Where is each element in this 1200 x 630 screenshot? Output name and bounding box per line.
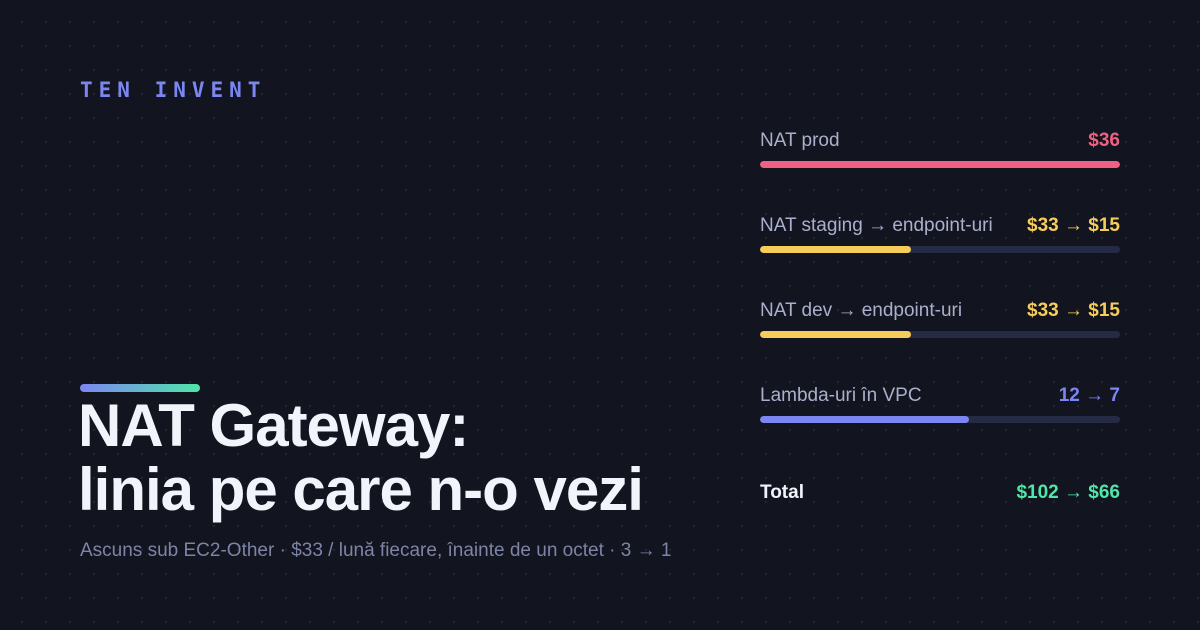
- cost-row-nat-staging: NAT staging → endpoint-uri $33 → $15: [760, 215, 1120, 253]
- cost-row-label: Lambda-uri în VPC: [760, 385, 922, 406]
- cost-row-value: $36: [1088, 130, 1120, 151]
- cost-row-track: [760, 331, 1120, 338]
- cost-row-track: [760, 416, 1120, 423]
- total-value: $102 → $66: [1016, 482, 1120, 503]
- cost-row-label: NAT prod: [760, 130, 840, 151]
- cost-row-value: 12 → 7: [1058, 385, 1120, 406]
- cost-row-fill: [760, 416, 969, 423]
- headline: NAT Gateway: linia pe care n-o vezi: [78, 394, 718, 522]
- cost-row-fill: [760, 246, 912, 253]
- brand-logo-text: TEN INVENT: [80, 78, 267, 102]
- cost-row-value: $33 → $15: [1027, 300, 1120, 321]
- cost-row-label: NAT dev → endpoint-uri: [760, 300, 963, 321]
- cost-row-fill: [760, 331, 912, 338]
- total-row: Total $102 → $66: [760, 482, 1120, 504]
- cost-row-value: $33 → $15: [1027, 215, 1120, 236]
- cost-row-lambda-vpc: Lambda-uri în VPC 12 → 7: [760, 385, 1120, 423]
- cost-row-fill: [760, 161, 1120, 168]
- headline-line-2: linia pe care n-o vezi: [78, 456, 644, 523]
- cost-row-nat-dev: NAT dev → endpoint-uri $33 → $15: [760, 300, 1120, 338]
- cost-row-track: [760, 161, 1120, 168]
- subtitle: Ascuns sub EC2-Other · $33 / lună fiecar…: [80, 540, 672, 561]
- cost-row-track: [760, 246, 1120, 253]
- cost-row-nat-prod: NAT prod $36: [760, 130, 1120, 168]
- cost-row-label: NAT staging → endpoint-uri: [760, 215, 993, 236]
- total-label: Total: [760, 482, 804, 503]
- headline-line-1: NAT Gateway:: [78, 392, 469, 459]
- accent-bar: [80, 384, 200, 392]
